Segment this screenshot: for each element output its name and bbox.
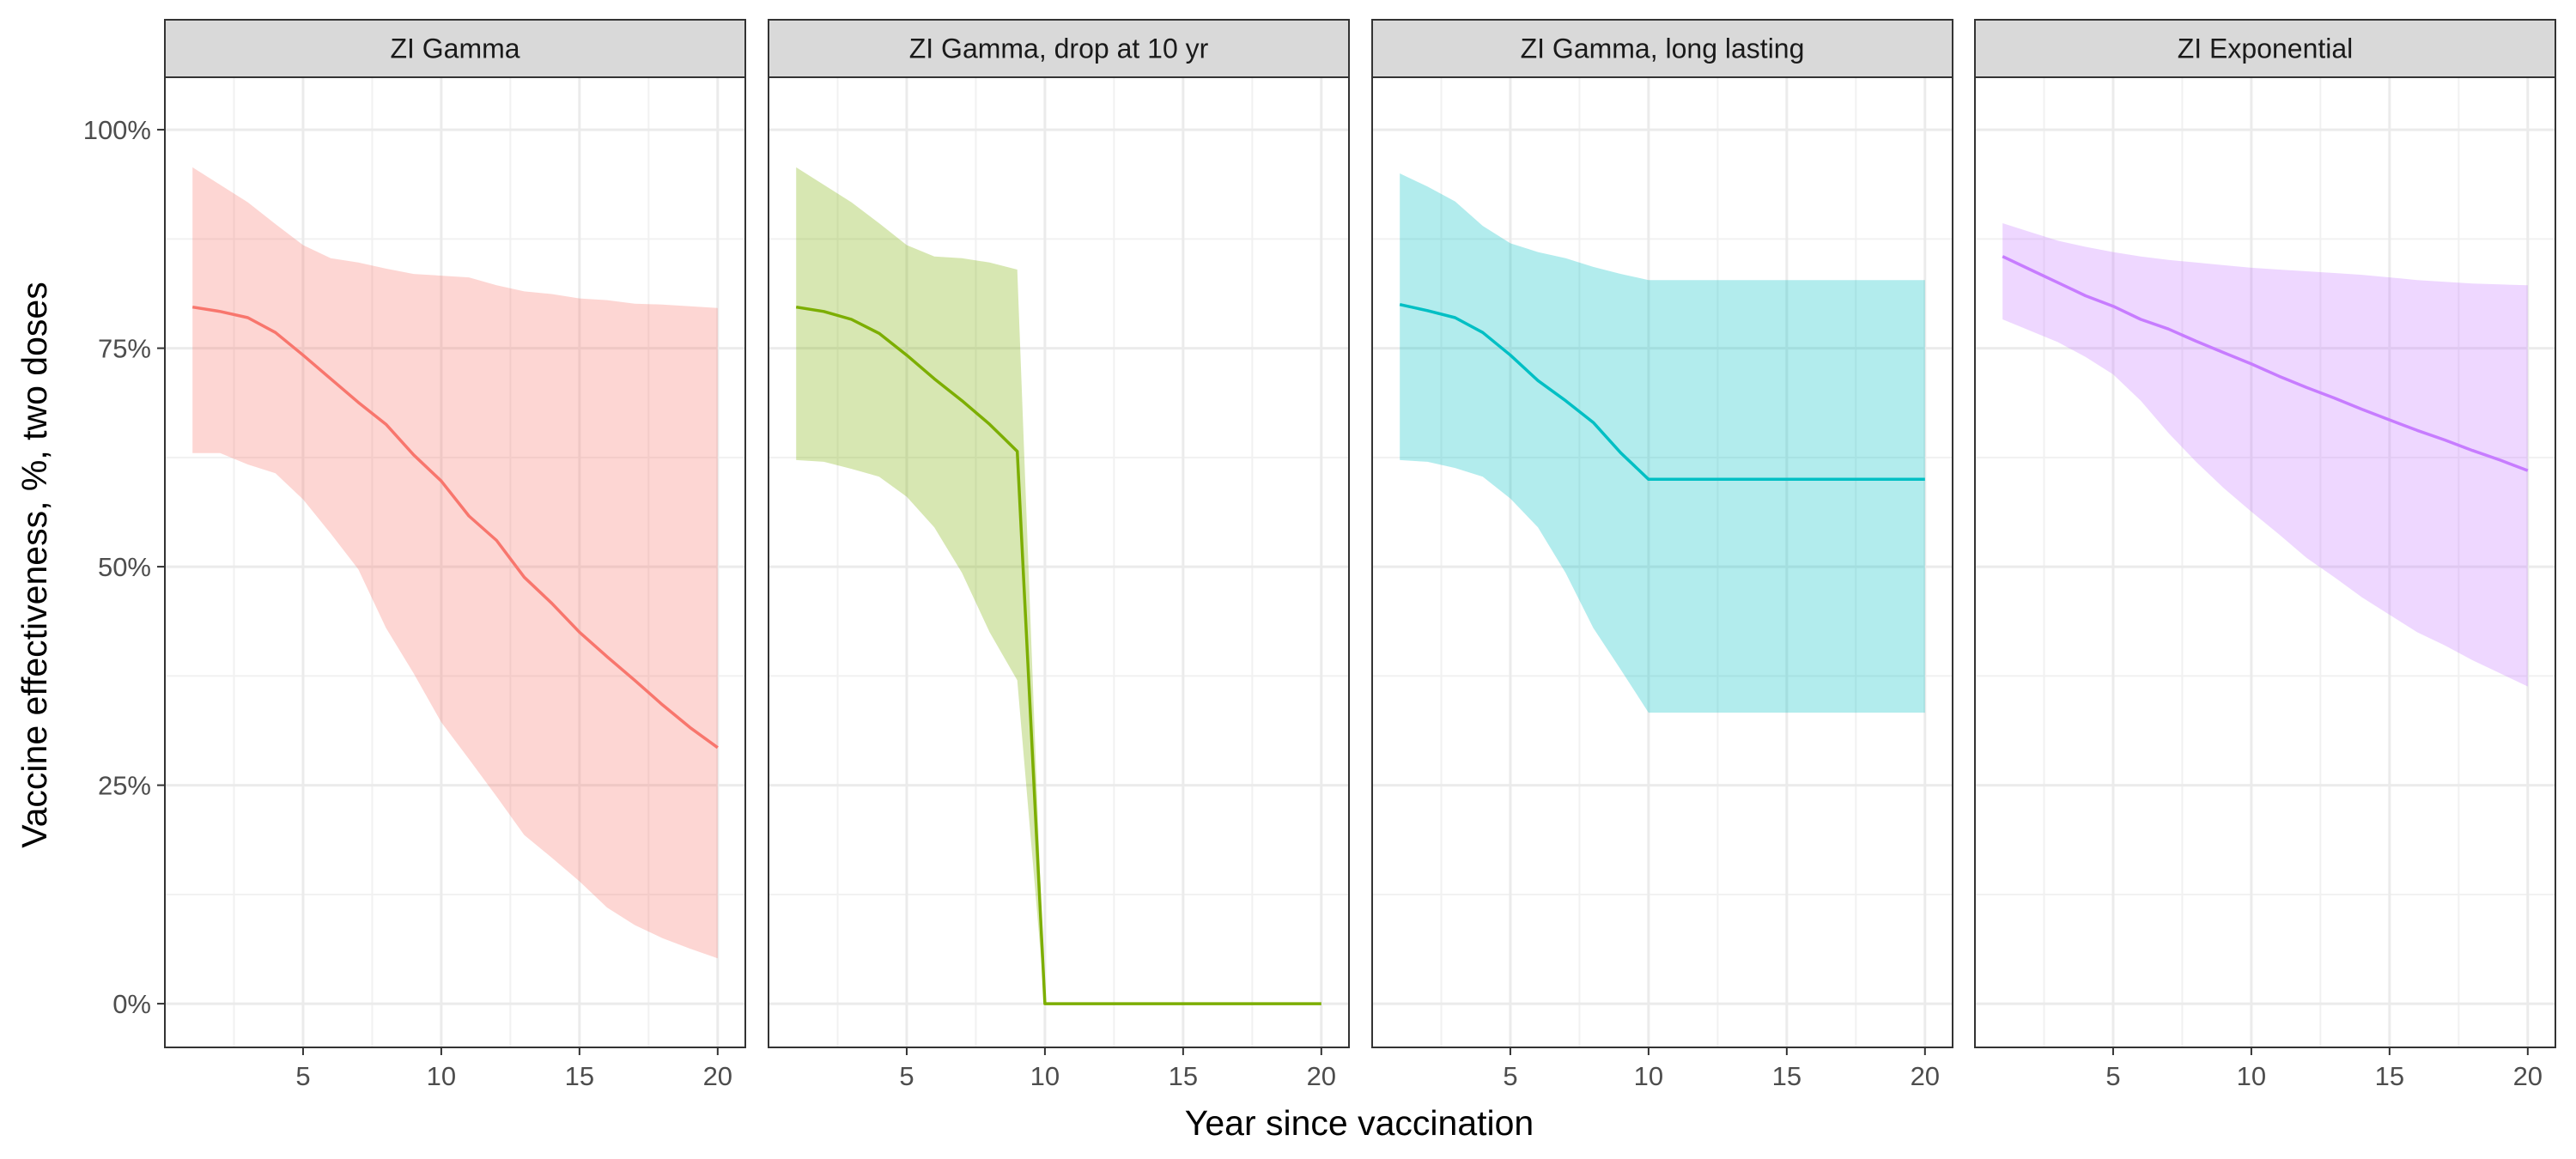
strip-title: ZI Exponential [2178, 33, 2354, 64]
estimate-line [795, 305, 1321, 1005]
strip-background [1371, 19, 1953, 78]
strip-title: ZI Gamma, long lasting [1521, 33, 1805, 64]
x-tick-label: 5 [899, 1061, 914, 1091]
estimate-line [191, 305, 719, 749]
y-tick-label: 75% [98, 334, 151, 364]
x-tick-label: 10 [1030, 1061, 1060, 1091]
x-tick-label: 15 [565, 1061, 594, 1091]
x-tick-label: 15 [1169, 1061, 1198, 1091]
y-tick-label: 25% [98, 771, 151, 801]
x-tick-label: 10 [427, 1061, 456, 1091]
panel-3: ZI Gamma, long lasting 5 10 15 20 [1371, 19, 1953, 1091]
x-tick-label: 20 [2513, 1061, 2543, 1091]
x-tick-label: 20 [1911, 1061, 1940, 1091]
y-tick-label: 50% [98, 552, 151, 582]
strip-title: ZI Gamma, drop at 10 yr [909, 33, 1209, 64]
x-axis-title: Year since vaccination [1185, 1103, 1534, 1143]
panel-1: ZI Gamma 5 10 15 20 [164, 19, 746, 1091]
strip-background [1974, 19, 2556, 78]
x-tick-label: 5 [2105, 1061, 2120, 1091]
y-tick-label: 0% [112, 989, 151, 1019]
strip-background [164, 19, 746, 78]
strip-title: ZI Gamma [390, 33, 519, 64]
x-tick-label: 15 [1772, 1061, 1801, 1091]
x-tick-label: 20 [703, 1061, 732, 1091]
y-axis-title: Vaccine effectiveness, %, two doses [15, 282, 54, 847]
panel-2: ZI Gamma, drop at 10 yr 5 10 15 20 [768, 19, 1350, 1091]
confidence-band [2002, 223, 2528, 687]
x-tick-label: 15 [2375, 1061, 2404, 1091]
x-tick-label: 10 [1634, 1061, 1663, 1091]
x-tick-label: 5 [1503, 1061, 1517, 1091]
x-tick-label: 20 [1307, 1061, 1336, 1091]
y-tick-label: 100% [83, 115, 151, 145]
panel-4: ZI Exponential 5 10 15 20 [1974, 19, 2556, 1091]
confidence-band [796, 167, 1321, 1004]
x-tick-label: 10 [2237, 1061, 2266, 1091]
estimate-line [1399, 302, 1925, 482]
confidence-band [192, 167, 718, 959]
estimate-line [2002, 255, 2529, 472]
y-axis: 0% 25% 50% 75% 100% [83, 115, 165, 1019]
x-tick-label: 5 [295, 1061, 310, 1091]
confidence-band [1400, 173, 1925, 713]
panels-layer: ZI Gamma 5 10 15 20 ZI Gamma, drop at 10 yr 5 1… [164, 19, 2556, 1091]
strip-background [768, 19, 1350, 78]
